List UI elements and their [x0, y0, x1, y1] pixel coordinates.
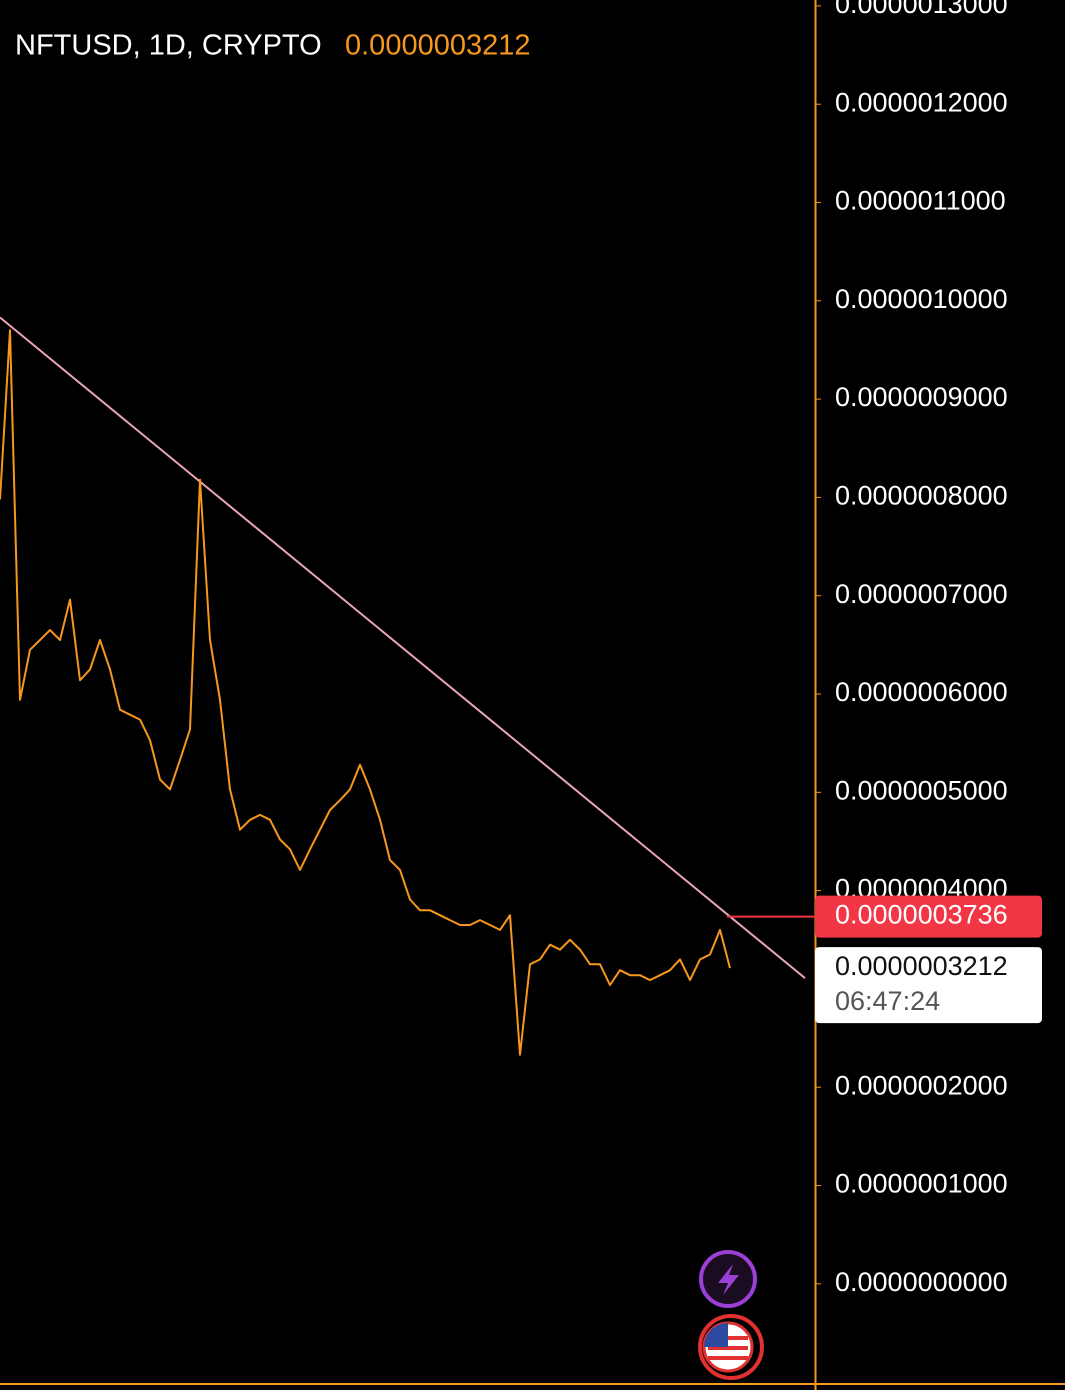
y-tick-label: 0.0000012000 [835, 87, 1008, 117]
alert-tag [815, 895, 1042, 938]
symbol-title: NFTUSD, 1D, CRYPTO [15, 30, 322, 62]
alert-label: 0.0000003736 [835, 900, 1008, 930]
y-tick-label: 0.0000005000 [835, 775, 1008, 805]
y-tick-label: 0.0000011000 [835, 186, 1006, 216]
y-tick-label: 0.0000010000 [835, 284, 1008, 314]
y-tick-label: 0.0000000000 [835, 1267, 1008, 1297]
header-price: 0.0000003212 [345, 30, 530, 62]
flag-button[interactable] [698, 1314, 764, 1380]
y-tick-label: 0.0000002000 [835, 1070, 1008, 1100]
price-line [0, 329, 731, 1056]
y-tick-label: 0.0000006000 [835, 677, 1008, 707]
y-tick-label: 0.0000009000 [835, 382, 1008, 412]
last-price-tag [815, 947, 1042, 1024]
y-tick-label: 0.0000008000 [835, 481, 1008, 511]
y-tick-label: 0.0000001000 [835, 1169, 1008, 1199]
y-tick-label: 0.0000007000 [835, 579, 1008, 609]
last-price-label: 0.0000003212 [835, 951, 1008, 981]
y-tick-label: 0.0000013000 [835, 0, 1008, 19]
countdown: 06:47:24 [835, 986, 940, 1016]
lightning-button[interactable] [699, 1250, 757, 1308]
trendline [0, 316, 806, 979]
